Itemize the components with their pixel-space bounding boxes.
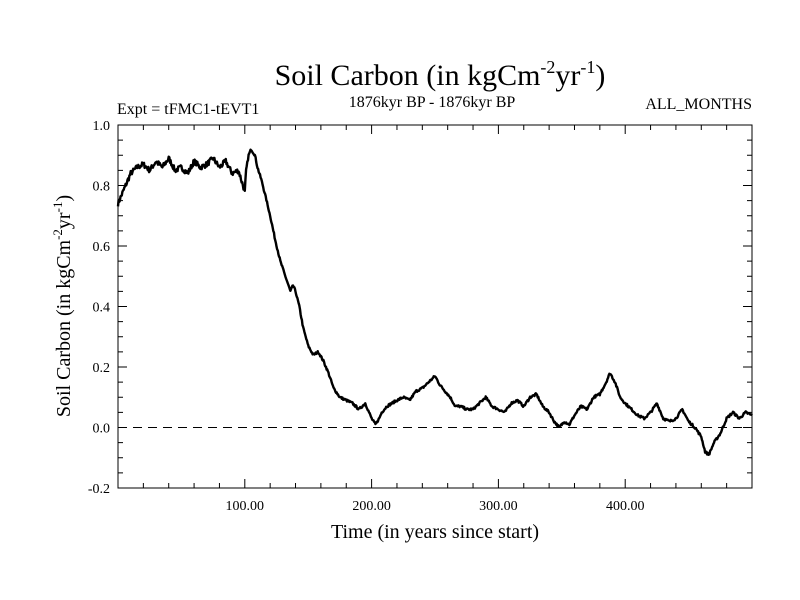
chart-title: Soil Carbon (in kgCm-2yr-1) [275, 57, 606, 92]
period-label: 1876kyr BP - 1876kyr BP [349, 94, 516, 111]
x-axis-ticks: 100.00 200.00 300.00 400.00 [142, 125, 728, 514]
x-tick-label: 300.00 [479, 499, 518, 514]
y-tick-label: 0.6 [93, 240, 111, 255]
experiment-label: Expt = tFMC1-tEVT1 [117, 101, 259, 118]
y-tick-label: 0.2 [93, 361, 111, 376]
x-tick-label: 200.00 [352, 499, 391, 514]
y-tick-label: 0.8 [93, 180, 111, 195]
x-tick-label: 100.00 [226, 499, 265, 514]
y-tick-label: -0.2 [88, 482, 110, 497]
plot-frame [117, 124, 753, 489]
x-tick-label: 400.00 [606, 499, 645, 514]
y-tick-label: 0.4 [93, 301, 111, 316]
y-tick-label: 0.0 [93, 422, 111, 437]
months-label: ALL_MONTHS [645, 96, 752, 113]
x-axis-label: Time (in years since start) [331, 521, 539, 543]
soil-carbon-series-line [116, 148, 753, 456]
y-axis-label: Soil Carbon (in kgCm-2yr-1) [50, 195, 75, 417]
y-tick-label: 1.0 [93, 119, 111, 134]
y-axis-ticks: -0.2 0.0 0.2 0.4 0.6 0.8 1.0 [88, 119, 752, 497]
